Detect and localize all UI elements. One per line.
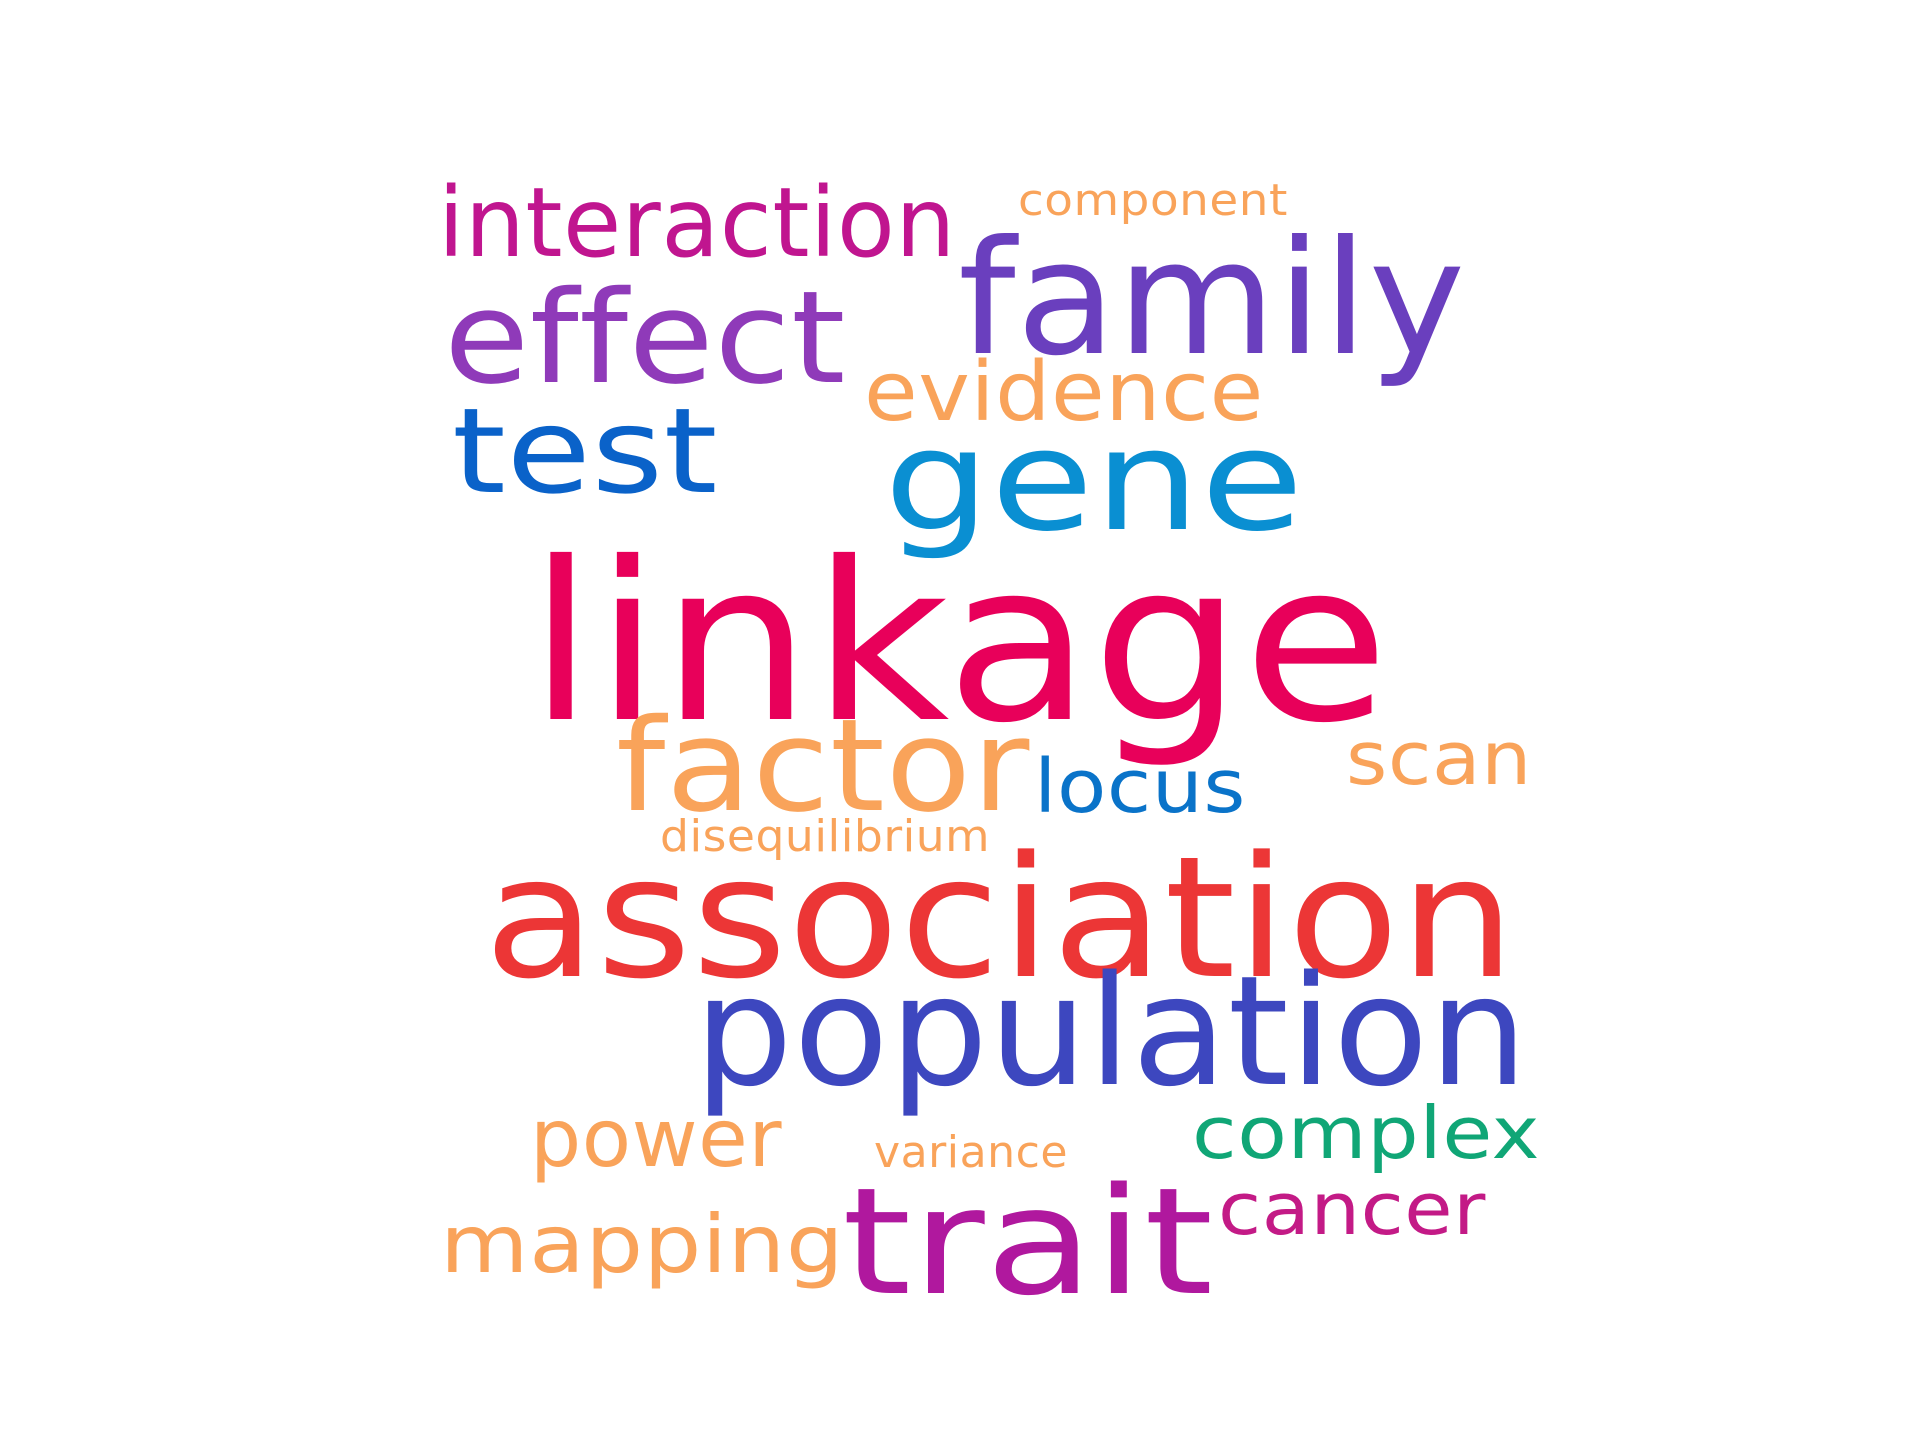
word-interaction: interaction bbox=[438, 167, 956, 280]
word-family: family bbox=[958, 206, 1466, 391]
word-disequilibrium: disequilibrium bbox=[660, 810, 991, 862]
word-effect: effect bbox=[444, 263, 846, 413]
word-linkage: linkage bbox=[528, 514, 1390, 771]
word-association: association bbox=[484, 820, 1516, 1017]
word-test: test bbox=[452, 382, 719, 521]
word-mapping: mapping bbox=[440, 1198, 845, 1292]
word-variance: variance bbox=[874, 1126, 1069, 1178]
word-power: power bbox=[530, 1092, 783, 1186]
word-component: component bbox=[1018, 174, 1288, 226]
word-locus: locus bbox=[1034, 743, 1246, 830]
word-trait: trait bbox=[842, 1155, 1214, 1328]
word-complex: complex bbox=[1192, 1091, 1541, 1176]
word-scan: scan bbox=[1346, 715, 1532, 802]
word-cancer: cancer bbox=[1218, 1167, 1486, 1252]
word-evidence: evidence bbox=[864, 344, 1264, 440]
word-factor: factor bbox=[616, 691, 1030, 841]
word-population: population bbox=[694, 943, 1529, 1121]
word-gene: gene bbox=[884, 399, 1305, 563]
